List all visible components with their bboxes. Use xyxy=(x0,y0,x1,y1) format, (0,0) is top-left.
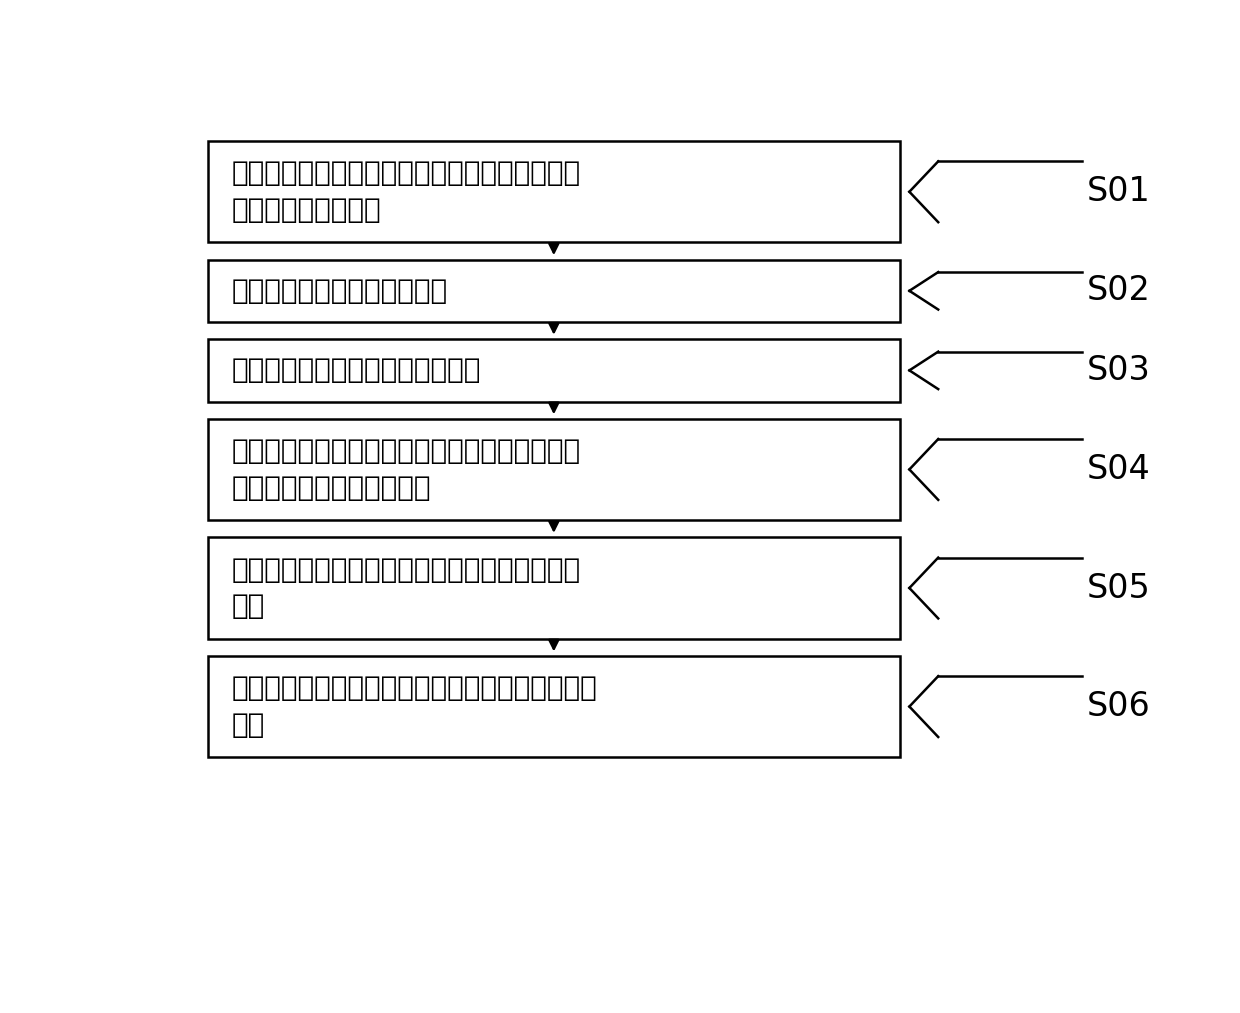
Bar xyxy=(208,339,900,401)
Text: 提供一半导体衬底，在所述半导体衬底上依次淀
积介质层和硬掩模层: 提供一半导体衬底，在所述半导体衬底上依次淀 积介质层和硬掩模层 xyxy=(232,159,582,224)
Text: S05: S05 xyxy=(1087,571,1151,605)
Text: 去除第二鳍部下方以外区域的硬掩模层和介质层
材料: 去除第二鳍部下方以外区域的硬掩模层和介质层 材料 xyxy=(232,555,582,620)
Text: 在硬掩模层上淀积二氧化硅层: 在硬掩模层上淀积二氧化硅层 xyxy=(232,277,448,305)
Text: 在第二鳍部的顶部和侧壁形成横跨第二鳍部的栅极
结构: 在第二鳍部的顶部和侧壁形成横跨第二鳍部的栅极 结构 xyxy=(232,675,598,738)
Text: S03: S03 xyxy=(1087,354,1151,387)
Text: S01: S01 xyxy=(1087,175,1151,209)
Bar xyxy=(208,655,900,758)
Text: S04: S04 xyxy=(1087,453,1151,486)
Bar xyxy=(208,418,900,520)
Bar xyxy=(208,259,900,322)
Text: 图形化二氧化硅层，形成第一鳍部: 图形化二氧化硅层，形成第一鳍部 xyxy=(232,357,481,384)
Text: S02: S02 xyxy=(1087,275,1151,307)
Text: S06: S06 xyxy=(1087,690,1151,723)
Text: 以氢气为还原剂，将第一鳍部的二氧化硅材料还
原为单质硅，形成第二鳍部: 以氢气为还原剂，将第一鳍部的二氧化硅材料还 原为单质硅，形成第二鳍部 xyxy=(232,437,582,501)
Bar xyxy=(208,141,900,242)
Bar xyxy=(208,537,900,639)
